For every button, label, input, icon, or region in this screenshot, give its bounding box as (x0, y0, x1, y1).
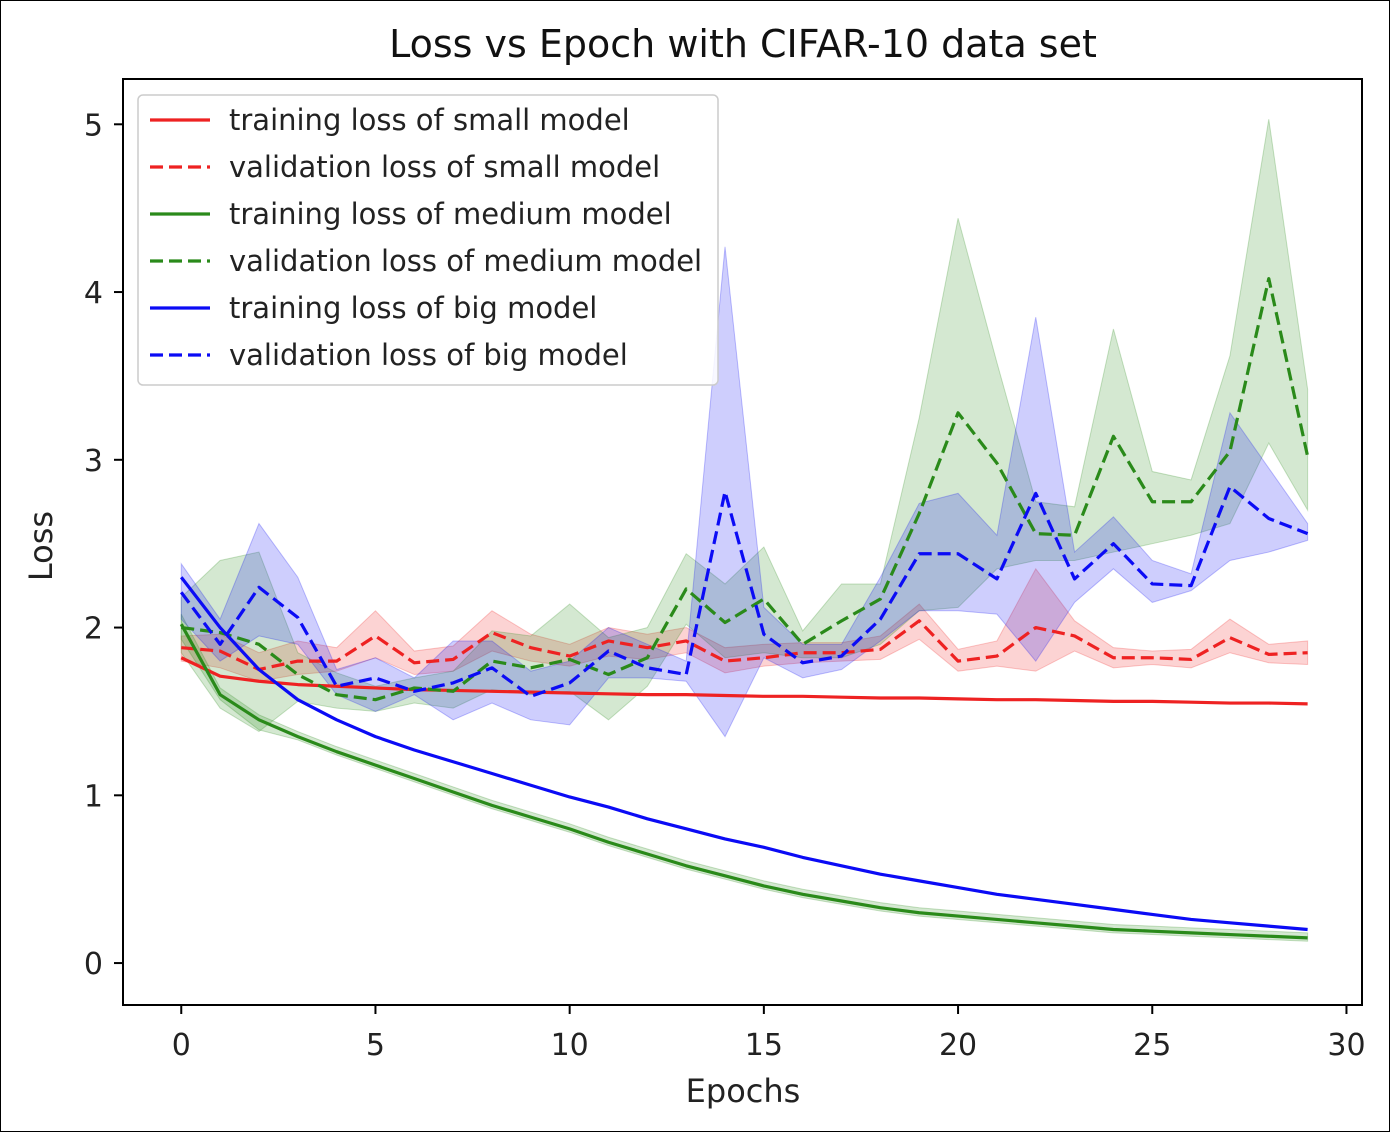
legend-label-training-loss-of-medium-model: training loss of medium model (229, 197, 672, 231)
x-tick-label: 5 (366, 1028, 385, 1063)
line-training-loss-of-small-model (180, 656, 1308, 706)
legend-label-training-loss-of-big-model: training loss of big model (229, 291, 597, 325)
legend-label-validation-loss-of-big-model: validation loss of big model (229, 338, 628, 372)
y-axis-title: Loss (22, 511, 60, 581)
x-axis-ticks: 0 5 10 15 20 25 30 (172, 1005, 1366, 1063)
y-tick-label: 3 (84, 444, 103, 479)
x-axis-title: Epochs (686, 1072, 801, 1110)
band-training-loss-of-medium-model (180, 613, 1309, 942)
line-validation-loss-of-small-model (181, 619, 1308, 672)
y-axis-ticks: 0 1 2 3 4 5 (84, 108, 123, 982)
x-tick-label: 0 (172, 1028, 191, 1063)
x-tick-label: 20 (939, 1028, 977, 1063)
x-tick-label: 25 (1133, 1028, 1171, 1063)
y-tick-label: 4 (84, 276, 103, 311)
legend: training loss of small model validation l… (137, 94, 719, 386)
series-lines (179, 277, 1310, 940)
legend-label-validation-loss-of-small-model: validation loss of small model (229, 150, 660, 184)
x-tick-label: 30 (1327, 1028, 1365, 1063)
line-validation-loss-of-medium-model (181, 277, 1310, 702)
x-tick-label: 10 (551, 1028, 589, 1063)
legend-label-validation-loss-of-medium-model: validation loss of medium model (229, 244, 702, 278)
legend-label-training-loss-of-small-model: training loss of small model (229, 103, 630, 137)
legend-box (137, 94, 719, 386)
y-tick-label: 0 (84, 947, 103, 982)
x-tick-label: 15 (745, 1028, 783, 1063)
y-tick-label: 2 (84, 612, 103, 647)
line-training-loss-of-medium-model (179, 623, 1308, 940)
line-validation-loss-of-big-model (179, 485, 1309, 698)
y-tick-label: 1 (84, 779, 103, 814)
line-training-loss-of-big-model (179, 576, 1308, 932)
y-tick-label: 5 (84, 108, 103, 143)
chart-title: Loss vs Epoch with CIFAR-10 data set (389, 22, 1097, 66)
plot-area-border (122, 78, 1363, 1006)
